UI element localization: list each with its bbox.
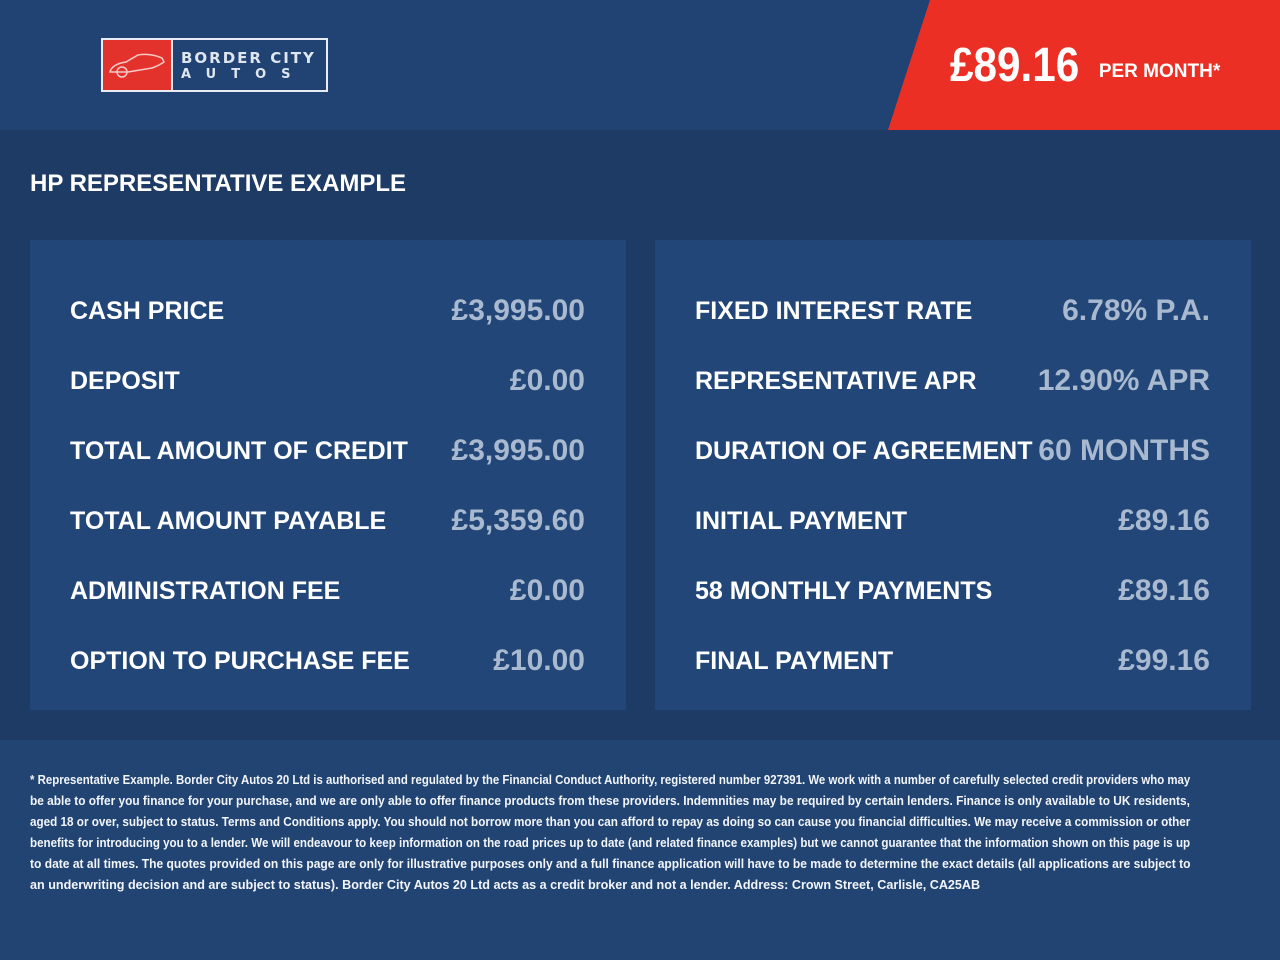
row-value: £5,359.60 — [451, 504, 585, 537]
row-value: 12.90% APR — [1037, 364, 1210, 397]
row-label: OPTION TO PURCHASE FEE — [70, 646, 410, 675]
row-label: 58 MONTHLY PAYMENTS — [695, 576, 993, 605]
logo[interactable]: BORDER CITY AUTOS — [101, 38, 328, 92]
row-label: TOTAL AMOUNT PAYABLE — [70, 506, 387, 535]
page-title: HP REPRESENTATIVE EXAMPLE — [30, 170, 407, 197]
row-label: INITIAL PAYMENT — [695, 506, 908, 535]
row-label: FIXED INTEREST RATE — [695, 296, 973, 325]
row-value: £0.00 — [509, 364, 585, 397]
row-value: 6.78% P.A. — [1062, 294, 1210, 327]
row-label: ADMINISTRATION FEE — [70, 576, 341, 605]
row-value: £3,995.00 — [451, 294, 585, 327]
table-row: REPRESENTATIVE APR 12.90% APR — [695, 346, 1210, 416]
row-label: FINAL PAYMENT — [695, 646, 894, 675]
disclaimer-line: * Representative Example. Border City Au… — [30, 773, 1191, 787]
table-row: DEPOSIT £0.00 — [70, 346, 585, 416]
car-icon — [103, 40, 171, 90]
disclaimer-line: be able to offer you finance for your pu… — [30, 794, 1190, 808]
row-value: £99.16 — [1118, 644, 1210, 677]
table-row: CASH PRICE £3,995.00 — [70, 276, 585, 346]
disclaimer-line: benefits for introducing you to a lender… — [30, 836, 1191, 850]
monthly-amount: £89.16 — [950, 38, 1080, 92]
row-value: £0.00 — [509, 574, 585, 607]
row-value: £3,995.00 — [451, 434, 585, 467]
logo-line-1: BORDER CITY — [181, 48, 316, 67]
disclaimer-line: aged 18 or over, subject to status. Term… — [30, 815, 1191, 829]
row-value: £10.00 — [493, 644, 585, 677]
disclaimer: * Representative Example. Border City Au… — [0, 740, 1280, 960]
finance-panel-right: FIXED INTEREST RATE 6.78% P.A. REPRESENTA… — [655, 240, 1251, 710]
table-row: FINAL PAYMENT £99.16 — [695, 626, 1210, 696]
table-row: 58 MONTHLY PAYMENTS £89.16 — [695, 556, 1210, 626]
row-label: DURATION OF AGREEMENT — [695, 436, 1033, 465]
row-label: REPRESENTATIVE APR — [695, 366, 977, 395]
disclaimer-line: an underwriting decision and are subject… — [30, 878, 981, 892]
table-row: TOTAL AMOUNT PAYABLE £5,359.60 — [70, 486, 585, 556]
table-row: FIXED INTEREST RATE 6.78% P.A. — [695, 276, 1210, 346]
row-label: TOTAL AMOUNT OF CREDIT — [70, 436, 408, 465]
table-row: DURATION OF AGREEMENT 60 MONTHS — [695, 416, 1210, 486]
table-row: OPTION TO PURCHASE FEE £10.00 — [70, 626, 585, 696]
table-row: ADMINISTRATION FEE £0.00 — [70, 556, 585, 626]
table-row: TOTAL AMOUNT OF CREDIT £3,995.00 — [70, 416, 585, 486]
finance-panel-left: CASH PRICE £3,995.00 DEPOSIT £0.00 TOTAL A… — [30, 240, 626, 710]
header: BORDER CITY AUTOS £89.16 PER MONTH* — [0, 0, 1280, 130]
row-value: £89.16 — [1118, 504, 1210, 537]
row-label: CASH PRICE — [70, 296, 225, 325]
row-value: £89.16 — [1118, 574, 1210, 607]
row-label: DEPOSIT — [70, 366, 180, 395]
logo-line-2: AUTOS — [181, 66, 306, 82]
disclaimer-line: to date at all times. The quotes provide… — [30, 857, 1191, 871]
per-month-label: PER MONTH* — [1098, 61, 1221, 82]
monthly-price-badge: £89.16 PER MONTH* — [888, 0, 1280, 130]
row-value: 60 MONTHS — [1038, 434, 1210, 467]
table-row: INITIAL PAYMENT £89.16 — [695, 486, 1210, 556]
